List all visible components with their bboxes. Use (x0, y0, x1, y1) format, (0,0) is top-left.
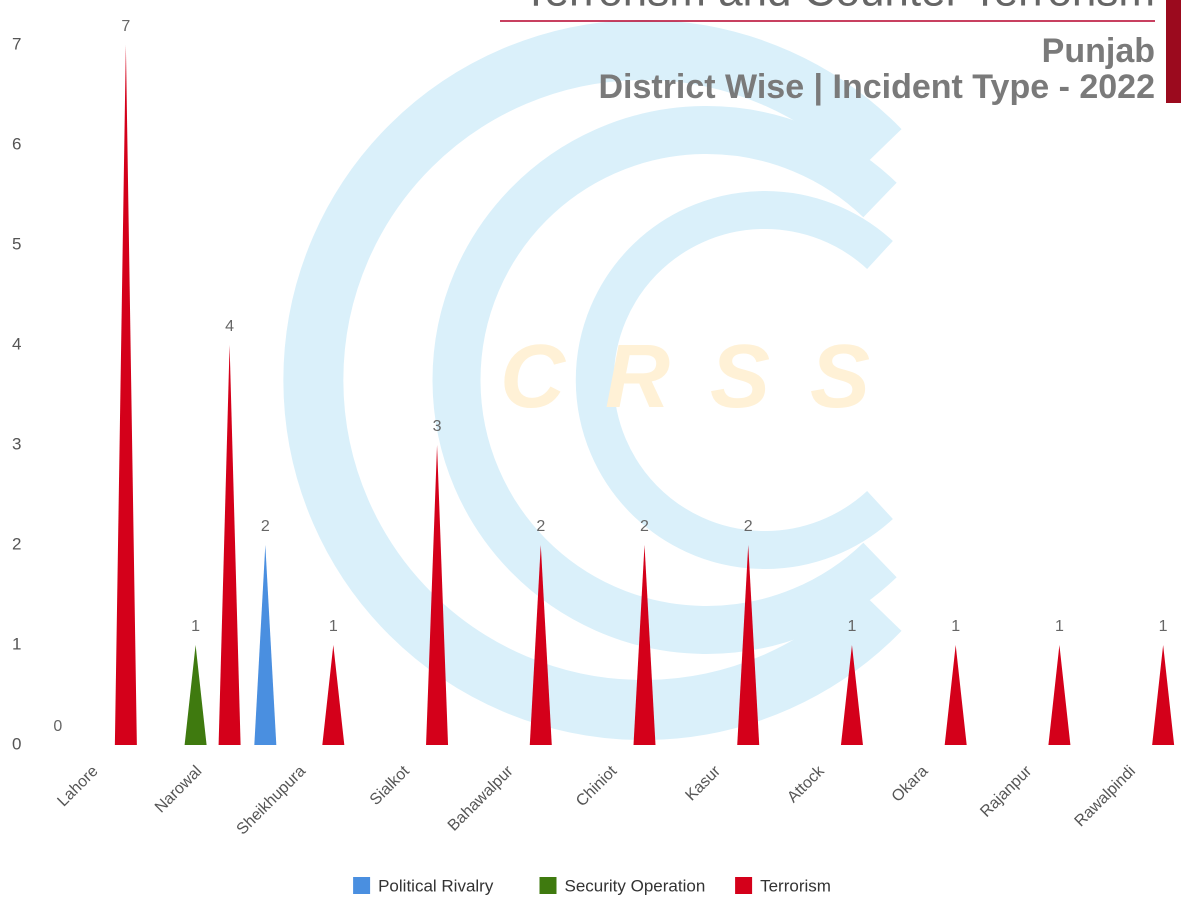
spike (944, 645, 967, 745)
x-tick-label: Bahawalpur (445, 762, 517, 834)
y-tick-label: 4 (12, 334, 21, 353)
value-label: 1 (329, 618, 338, 635)
x-tick-label: Okara (889, 763, 932, 806)
value-label: 7 (121, 18, 130, 35)
value-label: 4 (225, 318, 234, 335)
spike (529, 545, 552, 745)
value-label: 2 (640, 518, 649, 535)
spike (633, 545, 656, 745)
y-tick-label: 6 (12, 134, 21, 153)
x-tick-label: Attock (784, 762, 828, 806)
spike (1048, 645, 1071, 745)
spike (737, 545, 760, 745)
watermark: CRSS (500, 327, 910, 427)
x-tick-label: Rawalpindi (1072, 763, 1139, 830)
legend-label: Security Operation (565, 876, 706, 895)
legend-label: Terrorism (760, 876, 831, 895)
value-label: 1 (191, 618, 200, 635)
spike (426, 445, 449, 745)
x-tick-label: Narowal (152, 763, 206, 817)
value-label: 2 (744, 518, 753, 535)
value-label: 1 (848, 618, 857, 635)
y-tick-label: 3 (12, 434, 21, 453)
x-tick-label: Rajanpur (977, 762, 1035, 820)
x-tick-label: Sialkot (367, 762, 413, 808)
x-tick-label: Lahore (54, 763, 101, 810)
value-label: 1 (951, 618, 960, 635)
y-tick-label: 2 (12, 534, 21, 553)
x-tick-label: Kasur (682, 762, 724, 804)
value-label: 2 (536, 518, 545, 535)
spike (184, 645, 207, 745)
subtitle: Punjab (1042, 32, 1155, 70)
y-tick-label: 7 (12, 34, 21, 53)
subtitle: District Wise | Incident Type - 2022 (598, 68, 1155, 106)
value-label: 1 (1055, 618, 1064, 635)
x-tick-label: Sheikhupura (234, 763, 310, 839)
spike (218, 345, 241, 745)
x-tick-label: Chiniot (573, 762, 621, 810)
legend-swatch (353, 877, 371, 894)
chart-title: Terrorism and Counter Terrorism (523, 0, 1155, 16)
watermark-rings (283, 20, 902, 740)
y-tick-label: 5 (12, 234, 21, 253)
value-label: 0 (53, 718, 62, 735)
y-tick-label: 0 (12, 734, 21, 753)
spike (322, 645, 345, 745)
spike (840, 645, 863, 745)
y-tick-label: 1 (12, 634, 21, 653)
legend-swatch (539, 877, 557, 894)
legend-swatch (735, 877, 753, 894)
value-label: 2 (261, 518, 270, 535)
value-label: 1 (1159, 618, 1168, 635)
value-label: 3 (433, 418, 442, 435)
spike (254, 545, 277, 745)
spike (1152, 645, 1175, 745)
accent-bar (1166, 0, 1181, 103)
legend-label: Political Rivalry (378, 876, 494, 895)
spike (114, 45, 137, 745)
